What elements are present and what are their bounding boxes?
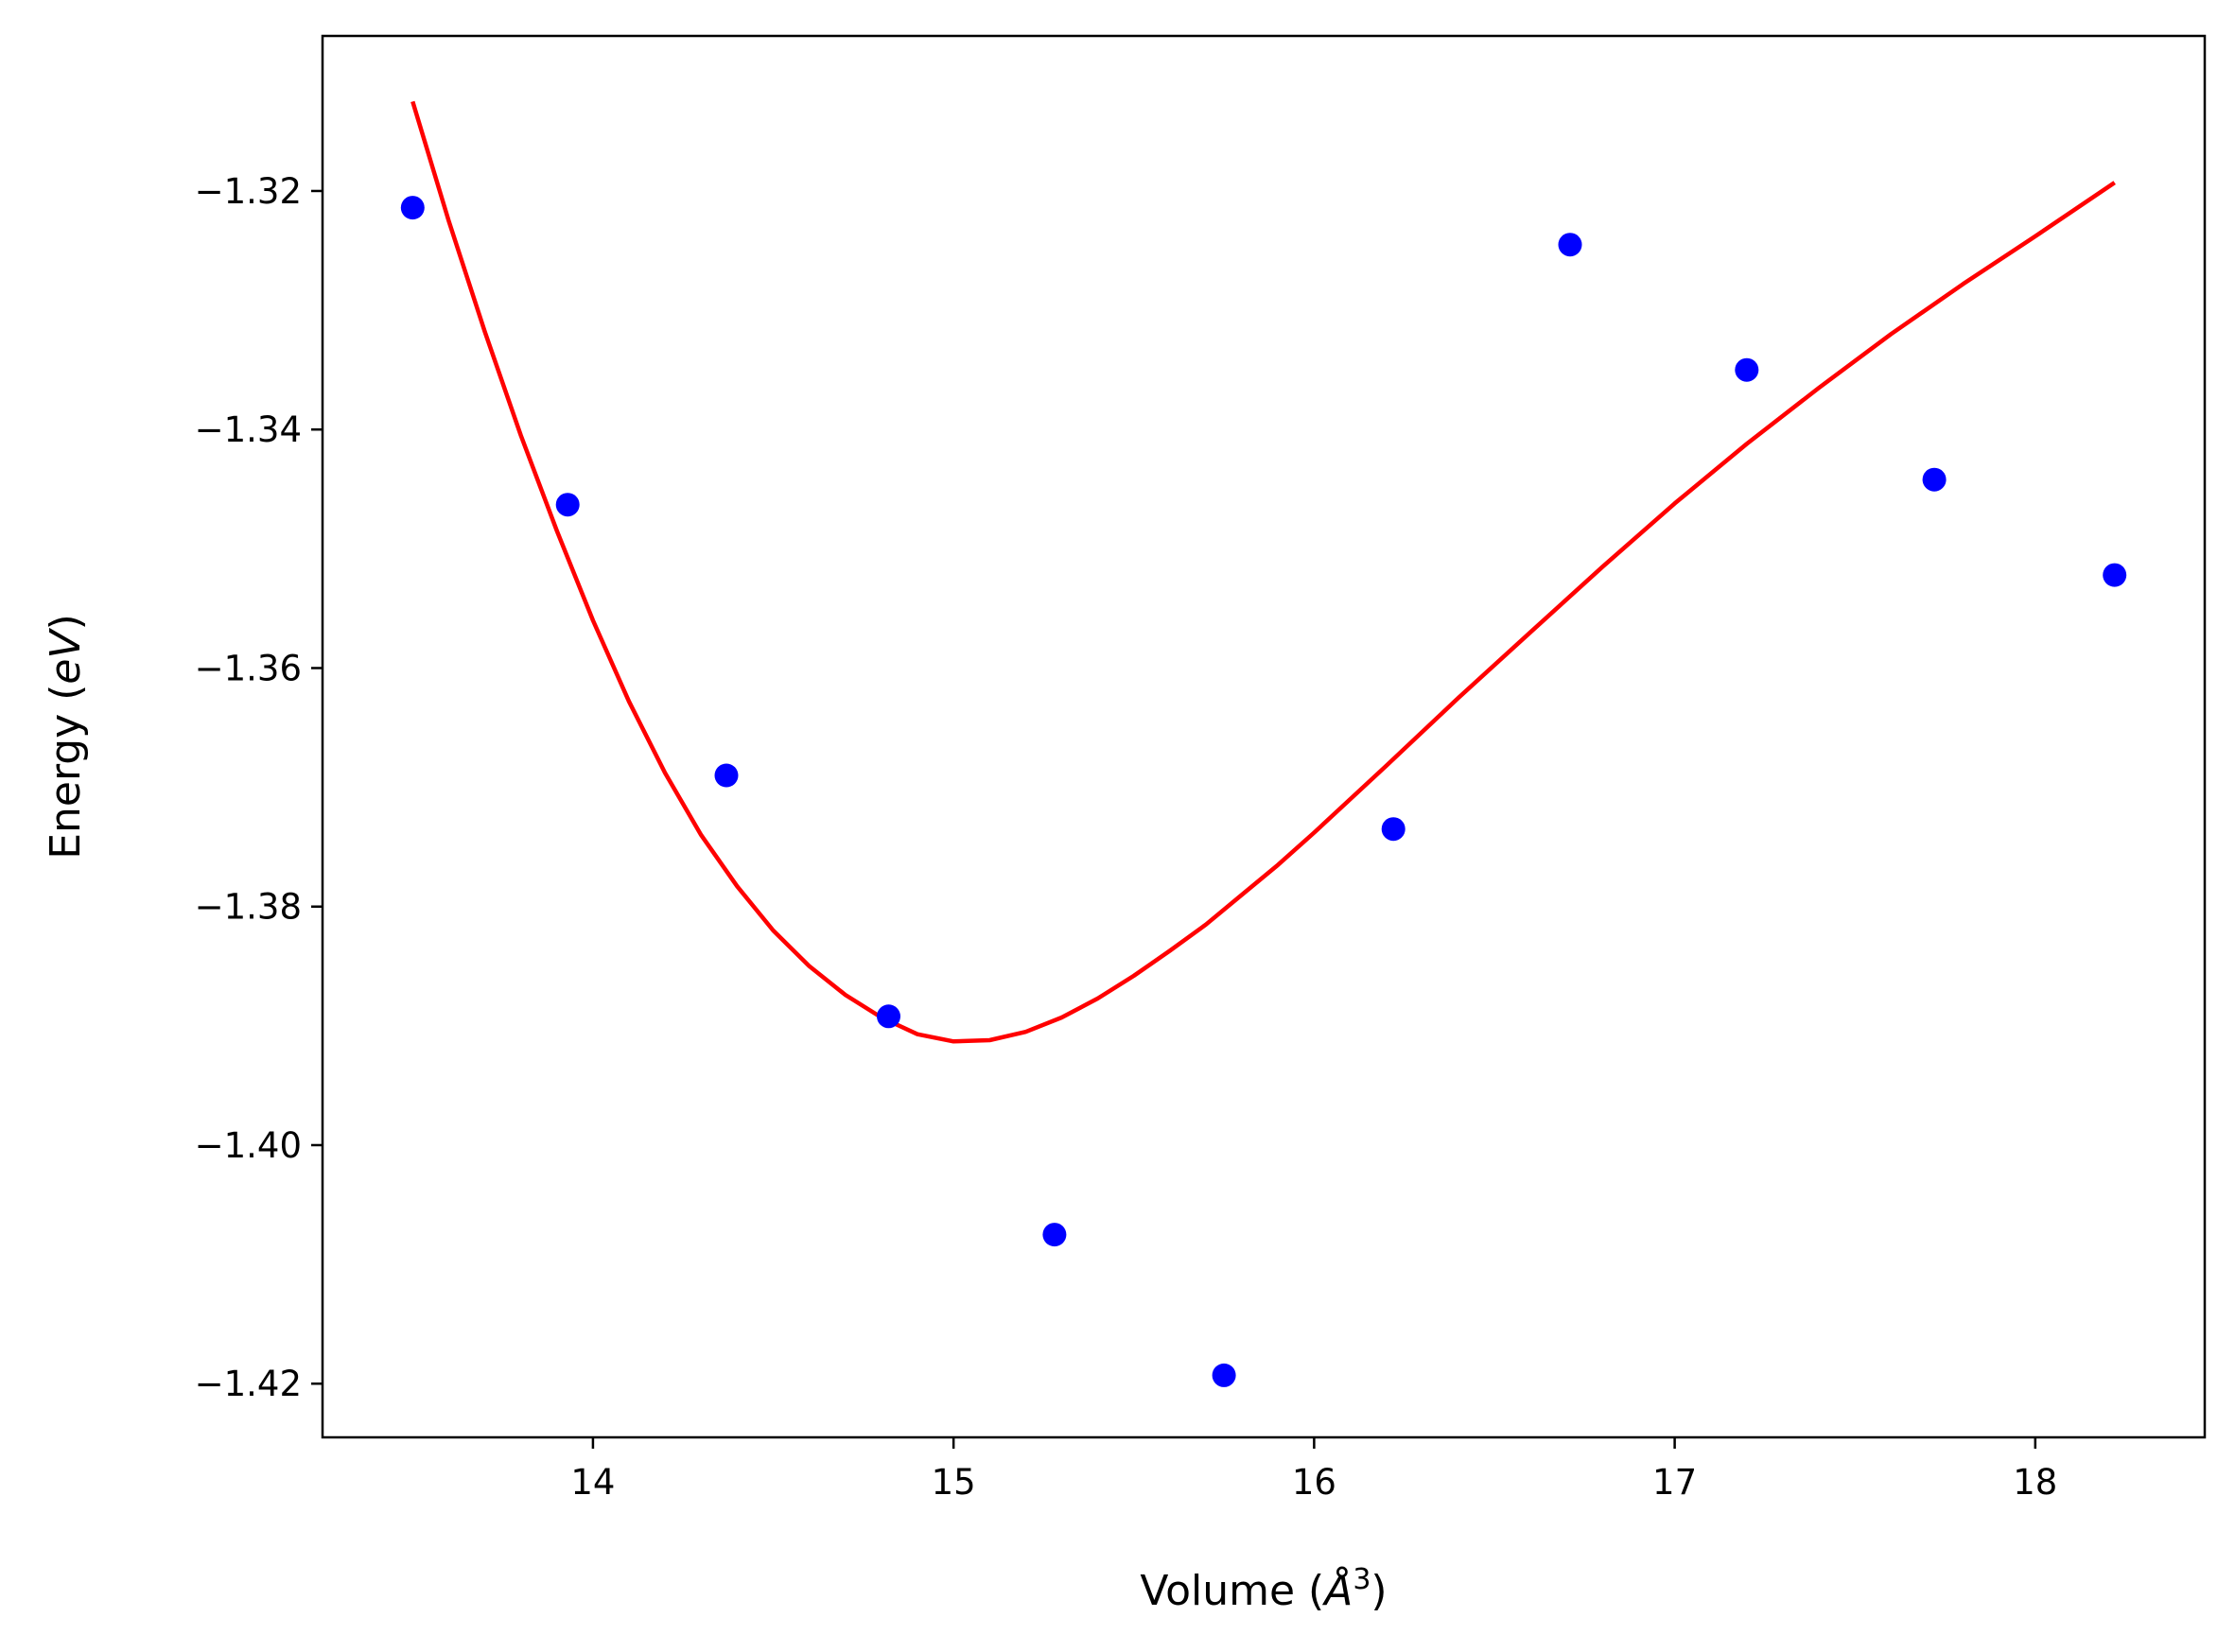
data-point (714, 763, 739, 788)
axes-frame (321, 34, 2207, 1439)
data-point (1735, 357, 1759, 382)
data-point (400, 196, 425, 220)
x-axis-label: Volume (Å3) (1140, 1563, 1387, 1616)
x-axis-ticks: 14 15 16 17 18 (570, 1437, 2057, 1503)
y-tick-label: −1.42 (195, 1364, 302, 1404)
y-tick-label: −1.40 (195, 1125, 302, 1166)
data-point (877, 1004, 900, 1029)
data-point (2103, 563, 2127, 587)
fit-curve-line (410, 100, 2116, 1044)
y-axis-ticks: −1.32 −1.34 −1.36 −1.38 −1.40 −1.42 (195, 171, 323, 1404)
plot-area (400, 100, 2127, 1387)
y-tick-label: −1.34 (195, 409, 302, 450)
data-point (1042, 1223, 1067, 1247)
data-point (1381, 817, 1406, 842)
data-point (555, 493, 580, 517)
x-tick-label: 17 (1652, 1462, 1697, 1503)
x-tick-label: 15 (932, 1462, 976, 1503)
y-tick-label: −1.32 (195, 171, 302, 212)
y-tick-label: −1.38 (195, 887, 302, 928)
data-point (1558, 233, 1582, 257)
x-tick-label: 16 (1292, 1462, 1336, 1503)
x-tick-label: 14 (570, 1462, 615, 1503)
x-tick-label: 18 (2013, 1462, 2057, 1503)
data-point (1212, 1363, 1236, 1387)
y-axis-label: Energy (eV) (42, 614, 90, 860)
y-tick-label: −1.36 (195, 648, 302, 688)
data-point (1922, 467, 1947, 492)
